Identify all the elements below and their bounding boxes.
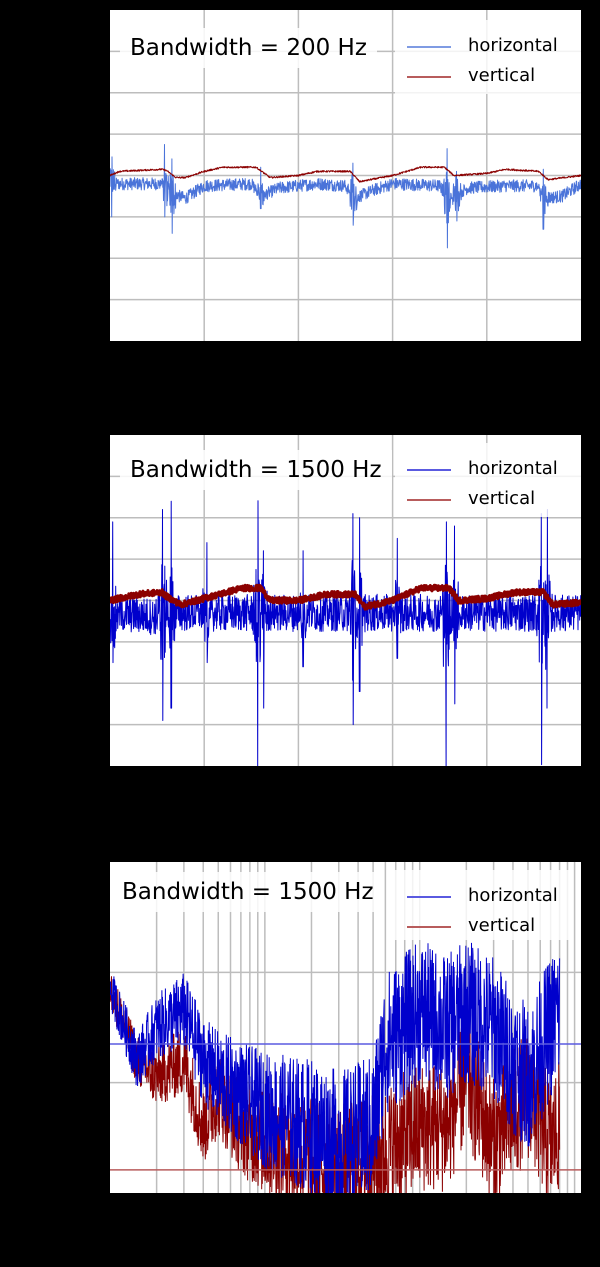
spectrum-canvas (110, 862, 581, 1193)
legend-swatch-vertical (407, 499, 451, 501)
legend-swatch-vertical (407, 926, 451, 928)
plot-title: Bandwidth = 200 Hz (120, 28, 377, 68)
legend-item-horizontal: horizontal (395, 32, 581, 62)
legend-swatch-vertical (407, 76, 451, 78)
legend-label: vertical (468, 915, 536, 936)
legend-swatch-horizontal (407, 46, 451, 48)
time-series-plot-200hz: Bandwidth = 200 Hz horizontal vertical (110, 10, 581, 341)
legend-label: horizontal (468, 458, 558, 479)
legend-label: vertical (468, 65, 536, 86)
legend-label: horizontal (468, 885, 558, 906)
time-series-plot-1500hz: Bandwidth = 1500 Hz horizontal vertical (110, 435, 581, 766)
spectrum-plot-1500hz: Bandwidth = 1500 Hz horizontal vertical (110, 862, 581, 1193)
legend-item-vertical: vertical (395, 485, 581, 515)
legend: horizontal vertical (395, 20, 581, 94)
legend-item-horizontal: horizontal (395, 455, 581, 485)
legend-swatch-horizontal (407, 469, 451, 471)
legend-item-vertical: vertical (395, 62, 581, 92)
legend-item-horizontal: horizontal (395, 882, 573, 912)
legend-item-vertical: vertical (395, 912, 573, 942)
legend-label: horizontal (468, 35, 558, 56)
legend: horizontal vertical (395, 443, 581, 517)
legend: horizontal vertical (395, 870, 573, 940)
plot-title: Bandwidth = 1500 Hz (112, 872, 384, 912)
plot-title: Bandwidth = 1500 Hz (120, 450, 392, 490)
legend-label: vertical (468, 488, 536, 509)
legend-swatch-horizontal (407, 896, 451, 898)
